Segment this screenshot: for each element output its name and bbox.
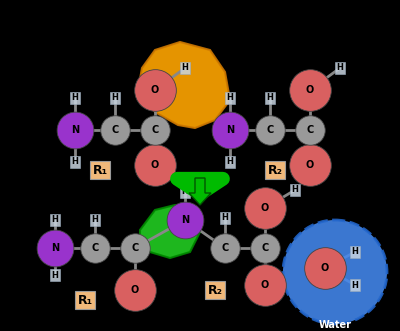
FancyArrow shape (189, 178, 211, 205)
Point (72, 127, 78, 133)
Text: C: C (131, 243, 139, 253)
Text: H: H (292, 185, 298, 195)
Text: C: C (111, 125, 119, 135)
Text: C: C (221, 243, 229, 253)
Text: H: H (266, 93, 274, 103)
Point (267, 127, 273, 133)
Text: H: H (52, 215, 58, 224)
Text: C: C (91, 243, 99, 253)
Text: Water: Water (318, 320, 352, 330)
Text: H: H (352, 280, 358, 290)
Point (152, 127, 158, 133)
Text: O: O (321, 263, 329, 273)
Point (152, 162, 158, 167)
Point (307, 87, 313, 93)
Text: O: O (306, 85, 314, 95)
Text: N: N (226, 125, 234, 135)
Point (322, 265, 328, 271)
Text: O: O (261, 203, 269, 213)
Text: C: C (261, 243, 269, 253)
Text: C: C (151, 125, 159, 135)
Text: N: N (71, 125, 79, 135)
Polygon shape (140, 205, 200, 258)
Point (152, 87, 158, 93)
Point (92, 245, 98, 251)
Text: O: O (306, 160, 314, 170)
Point (132, 245, 138, 251)
Point (227, 127, 233, 133)
Point (182, 217, 188, 223)
Point (262, 205, 268, 211)
Text: C: C (266, 125, 274, 135)
Text: R₁: R₁ (92, 164, 108, 176)
Text: H: H (336, 64, 344, 72)
Point (307, 127, 313, 133)
Text: C: C (306, 125, 314, 135)
Polygon shape (138, 42, 230, 128)
Text: H: H (182, 187, 188, 197)
Text: O: O (151, 160, 159, 170)
Text: R₂: R₂ (208, 283, 222, 297)
Text: H: H (72, 158, 78, 166)
Text: N: N (181, 215, 189, 225)
Circle shape (283, 220, 387, 324)
Point (112, 127, 118, 133)
Text: H: H (92, 215, 98, 224)
Point (262, 282, 268, 288)
Point (222, 245, 228, 251)
Point (52, 245, 58, 251)
Text: H: H (72, 93, 78, 103)
Text: H: H (352, 248, 358, 257)
Point (262, 245, 268, 251)
Point (132, 287, 138, 293)
Text: H: H (222, 213, 228, 222)
Point (307, 162, 313, 167)
Text: H: H (226, 158, 234, 166)
Text: R₁: R₁ (78, 294, 92, 307)
Text: H: H (226, 93, 234, 103)
Text: O: O (261, 280, 269, 290)
Text: O: O (131, 285, 139, 295)
Text: N: N (51, 243, 59, 253)
Text: O: O (151, 85, 159, 95)
Text: R₂: R₂ (268, 164, 282, 176)
Text: H: H (112, 93, 118, 103)
Text: H: H (182, 64, 188, 72)
Text: H: H (52, 270, 58, 279)
